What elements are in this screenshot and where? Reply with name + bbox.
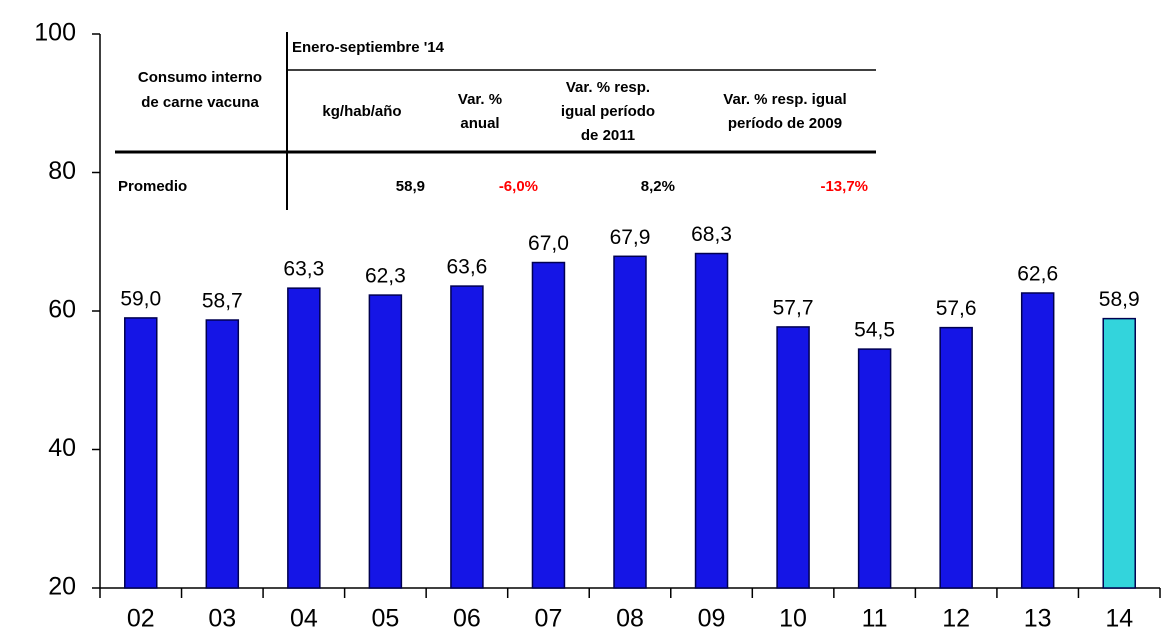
table-column-header: de 2011 bbox=[581, 127, 635, 144]
x-tick-label: 07 bbox=[535, 605, 563, 633]
bar bbox=[939, 326, 973, 589]
bar bbox=[694, 252, 729, 589]
y-tick-label: 60 bbox=[48, 296, 76, 324]
table-column-header: Var. % resp. igual bbox=[723, 91, 846, 108]
value-label: 62,3 bbox=[365, 265, 406, 288]
value-label: 58,9 bbox=[1099, 288, 1140, 311]
x-tick-label: 03 bbox=[208, 605, 236, 633]
value-label: 63,3 bbox=[283, 258, 324, 281]
x-tick-label: 09 bbox=[698, 605, 726, 633]
table-row-header: Consumo interno bbox=[138, 69, 262, 86]
x-tick-label: 14 bbox=[1105, 605, 1133, 633]
bar bbox=[124, 317, 158, 589]
y-tick-label: 20 bbox=[48, 573, 76, 601]
bar bbox=[1102, 317, 1136, 589]
value-label: 57,7 bbox=[773, 296, 814, 319]
table-cell: -13,7% bbox=[820, 178, 868, 195]
table-period: Enero-septiembre '14 bbox=[292, 39, 445, 56]
table-column-header: anual bbox=[460, 115, 499, 132]
value-label: 67,0 bbox=[528, 232, 569, 255]
y-tick-label: 100 bbox=[34, 19, 76, 47]
table-cell: 8,2% bbox=[641, 178, 675, 195]
bar bbox=[368, 294, 403, 589]
table-cell: 58,9 bbox=[396, 178, 425, 195]
value-label: 58,7 bbox=[202, 290, 243, 313]
bar bbox=[1020, 292, 1055, 589]
x-tick-label: 05 bbox=[371, 605, 399, 633]
x-tick-label: 08 bbox=[616, 605, 644, 633]
bar bbox=[287, 287, 321, 589]
table-column-header: kg/hab/año bbox=[322, 103, 401, 120]
table-row-header: de carne vacuna bbox=[141, 94, 259, 111]
x-tick-label: 06 bbox=[453, 605, 481, 633]
x-tick-label: 10 bbox=[779, 605, 807, 633]
value-label: 54,5 bbox=[854, 319, 895, 342]
value-label: 67,9 bbox=[610, 226, 651, 249]
table-cell: -6,0% bbox=[499, 178, 538, 195]
bar bbox=[857, 348, 892, 589]
y-tick-label: 40 bbox=[48, 434, 76, 462]
table-column-header: igual período bbox=[561, 103, 655, 120]
bar bbox=[531, 261, 566, 589]
table-row-label: Promedio bbox=[118, 178, 187, 195]
table-column-header: Var. % bbox=[458, 91, 502, 108]
bar bbox=[613, 255, 647, 589]
y-tick-label: 80 bbox=[48, 157, 76, 185]
bar bbox=[205, 319, 240, 589]
value-label: 68,3 bbox=[691, 223, 732, 246]
value-label: 59,0 bbox=[120, 287, 161, 310]
x-tick-label: 12 bbox=[942, 605, 970, 633]
x-tick-label: 04 bbox=[290, 605, 318, 633]
x-tick-label: 13 bbox=[1024, 605, 1052, 633]
bar bbox=[450, 285, 484, 589]
value-label: 63,6 bbox=[446, 256, 487, 279]
x-tick-label: 11 bbox=[862, 605, 888, 633]
value-label: 62,6 bbox=[1017, 263, 1058, 286]
table-column-header: Var. % resp. bbox=[566, 79, 650, 96]
value-label: 57,6 bbox=[936, 297, 977, 320]
bar bbox=[776, 326, 810, 589]
x-tick-label: 02 bbox=[127, 605, 155, 633]
table-column-header: período de 2009 bbox=[728, 115, 842, 132]
